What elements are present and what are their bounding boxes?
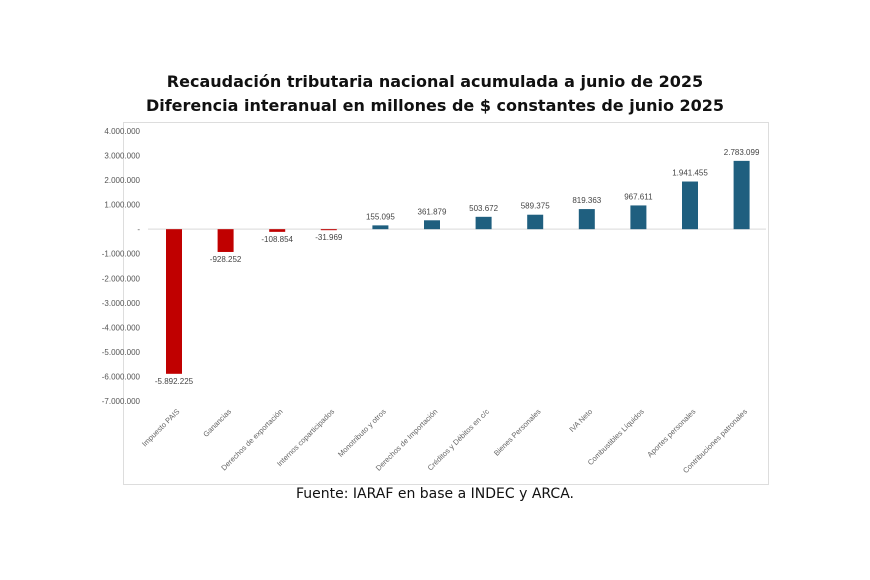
x-tick-label: Combustibles Líquidos — [586, 407, 646, 467]
data-label: 361.879 — [418, 207, 447, 216]
x-tick-label: Ganancias — [201, 407, 233, 439]
x-tick-label: Internos coparticipados — [275, 407, 336, 468]
y-tick-label: -4.000.000 — [102, 323, 141, 332]
y-tick-label: -2.000.000 — [102, 274, 141, 283]
bar — [630, 205, 647, 230]
y-tick-label: -1.000.000 — [102, 250, 141, 259]
x-tick-label: Aportes personales — [645, 407, 697, 459]
y-tick-label: -7.000.000 — [102, 397, 141, 406]
y-tick-label: 4.000.000 — [104, 127, 140, 136]
data-label: -928.252 — [210, 255, 242, 264]
y-tick-label: -5.000.000 — [102, 348, 141, 357]
data-label: 967.611 — [624, 192, 653, 201]
chart-source: Fuente: IARAF en base a INDEC y ARCA. — [295, 486, 574, 502]
x-tick-label: IVA Neto — [567, 407, 594, 434]
bar — [475, 216, 492, 230]
data-label: -5.892.225 — [155, 377, 194, 386]
data-label: 819.363 — [572, 196, 601, 205]
bar — [320, 229, 337, 231]
bar — [527, 214, 544, 230]
data-label: -108.854 — [261, 235, 293, 244]
data-label: 2.783.099 — [724, 148, 760, 157]
y-tick-label: 2.000.000 — [104, 176, 140, 185]
chart-subtitle: Diferencia interanual en millones de $ c… — [145, 96, 725, 115]
bar — [733, 160, 750, 230]
bar — [372, 225, 389, 230]
x-tick-label: Monotributo y otros — [336, 407, 388, 459]
chart-frame — [123, 122, 769, 485]
bar — [578, 209, 595, 230]
chart-title: Recaudación tributaria nacional acumulad… — [166, 72, 704, 91]
y-tick-label: 1.000.000 — [104, 201, 140, 210]
data-label: 155.095 — [366, 212, 395, 221]
y-tick-label: - — [137, 225, 140, 234]
data-label: 1.941.455 — [672, 169, 708, 178]
bar — [269, 229, 286, 232]
x-tick-label: Bienes Personales — [492, 407, 543, 458]
bar — [424, 220, 440, 230]
y-tick-label: -3.000.000 — [102, 299, 141, 308]
y-tick-label: -6.000.000 — [102, 372, 141, 381]
bar — [217, 229, 234, 252]
bar — [682, 181, 698, 230]
bar — [166, 229, 182, 374]
data-label: 589.375 — [521, 202, 550, 211]
data-label: -31.969 — [315, 233, 343, 242]
y-tick-label: 3.000.000 — [104, 152, 140, 161]
data-label: 503.672 — [469, 204, 498, 213]
x-tick-label: Impuesto PAIS — [140, 407, 181, 448]
